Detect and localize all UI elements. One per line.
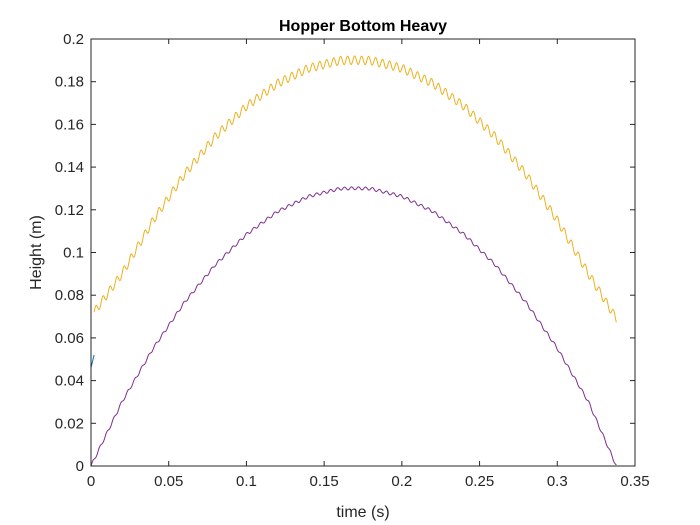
- y-axis-title: Height (m): [28, 215, 45, 290]
- axes-box: [90, 38, 636, 467]
- x-tick-label: 0.05: [154, 473, 183, 490]
- y-tick-label: 0.1: [63, 245, 84, 262]
- y-tick-label: 0.12: [55, 202, 84, 219]
- series-line-1: [93, 55, 617, 323]
- ticks-layer: 0 0.05 0.1 0.15 0.2 0.25 0.3 0.35 0 0.02 0.04 0.06 0…: [55, 31, 650, 490]
- x-tick-label: 0.2: [391, 473, 412, 490]
- chart-title: Hopper Bottom Heavy: [279, 18, 447, 35]
- x-tick-label: 0.3: [547, 473, 568, 490]
- series-line-2: [90, 186, 617, 467]
- y-tick-label: 0.02: [55, 415, 84, 432]
- series-layer: [90, 55, 617, 467]
- y-tick-label: 0.18: [55, 74, 84, 91]
- y-tick-label: 0.04: [55, 373, 84, 390]
- x-tick-label: 0.35: [620, 473, 649, 490]
- y-tick-label: 0.06: [55, 330, 84, 347]
- x-tick-label: 0.15: [310, 473, 339, 490]
- plot-area: [91, 39, 635, 466]
- y-tick-label: 0: [76, 458, 84, 475]
- x-axis-title: time (s): [336, 504, 389, 521]
- y-tick-label: 0.08: [55, 287, 84, 304]
- y-tick-label: 0.16: [55, 116, 84, 133]
- series-line-0: [90, 354, 95, 368]
- y-tick-label: 0.14: [55, 159, 84, 176]
- x-tick-label: 0.25: [465, 473, 494, 490]
- x-tick-label: 0: [87, 473, 95, 490]
- x-tick-label: 0.1: [236, 473, 257, 490]
- y-tick-label: 0.2: [63, 31, 84, 48]
